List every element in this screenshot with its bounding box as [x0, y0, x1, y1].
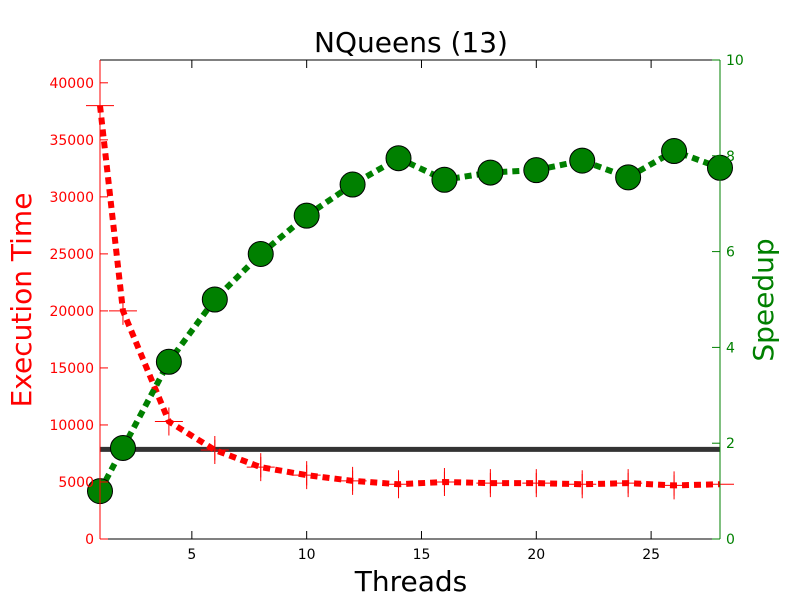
y-right-tick-label: 10 [726, 53, 744, 69]
execution-time-marker [292, 461, 321, 490]
y-left-tick-label: 5000 [58, 475, 94, 491]
speedup-marker [339, 171, 366, 198]
execution-time-marker [246, 453, 275, 482]
execution-time-marker [522, 469, 551, 498]
speedup-marker [155, 348, 182, 375]
x-tick-label: 5 [187, 547, 196, 563]
execution-time-marker [476, 469, 505, 498]
y-right-tick-label: 2 [726, 436, 735, 452]
x-tick-label: 25 [642, 547, 660, 563]
speedup-line [97, 147, 722, 493]
y-left-tick-label: 30000 [49, 190, 94, 206]
x-axis-title: Threads [354, 565, 468, 598]
speedup-marker [385, 145, 412, 172]
execution-time-marker [660, 471, 689, 500]
y-right-tick-label: 4 [726, 340, 735, 356]
x-tick-label: 20 [527, 547, 545, 563]
execution-time-marker [154, 407, 183, 436]
speedup-marker [477, 159, 504, 186]
execution-time-marker [384, 470, 413, 499]
y-left-tick-label: 35000 [49, 133, 94, 149]
y-axis-right-title: Speedup [747, 238, 780, 361]
execution-time-marker [430, 467, 459, 496]
execution-time-marker [614, 469, 643, 498]
y-left-tick-label: 40000 [49, 76, 94, 92]
speedup-marker [201, 286, 228, 313]
x-tick-label: 10 [298, 547, 316, 563]
speedup-marker [661, 138, 688, 165]
execution-time-marker [568, 470, 597, 499]
speedup-marker [569, 147, 596, 174]
y-left-tick-label: 10000 [49, 418, 94, 434]
y-left-tick-label: 25000 [49, 247, 94, 263]
y-left-tick-label: 0 [85, 532, 94, 548]
y-right-tick-label: 0 [726, 532, 735, 548]
execution-time-marker [200, 436, 229, 465]
chart-title: NQueens (13) [314, 26, 508, 59]
execution-time-marker [338, 466, 367, 495]
y-right-tick-label: 8 [726, 149, 735, 165]
speedup-marker [431, 166, 458, 193]
speedup-marker [615, 164, 642, 191]
y-right-tick-label: 6 [726, 245, 735, 261]
speedup-marker [523, 157, 550, 184]
speedup-marker [247, 240, 274, 267]
y-left-tick-label: 15000 [49, 361, 94, 377]
speedup-marker [109, 434, 136, 461]
y-left-tick-label: 20000 [49, 304, 94, 320]
y-axis-left-title: Execution Time [5, 193, 38, 408]
x-tick-label: 15 [413, 547, 431, 563]
execution-time-marker [108, 296, 137, 325]
speedup-marker [293, 202, 320, 229]
plot-area: 5 10 15 20 250500010000150002000025000300003… [49, 53, 743, 563]
